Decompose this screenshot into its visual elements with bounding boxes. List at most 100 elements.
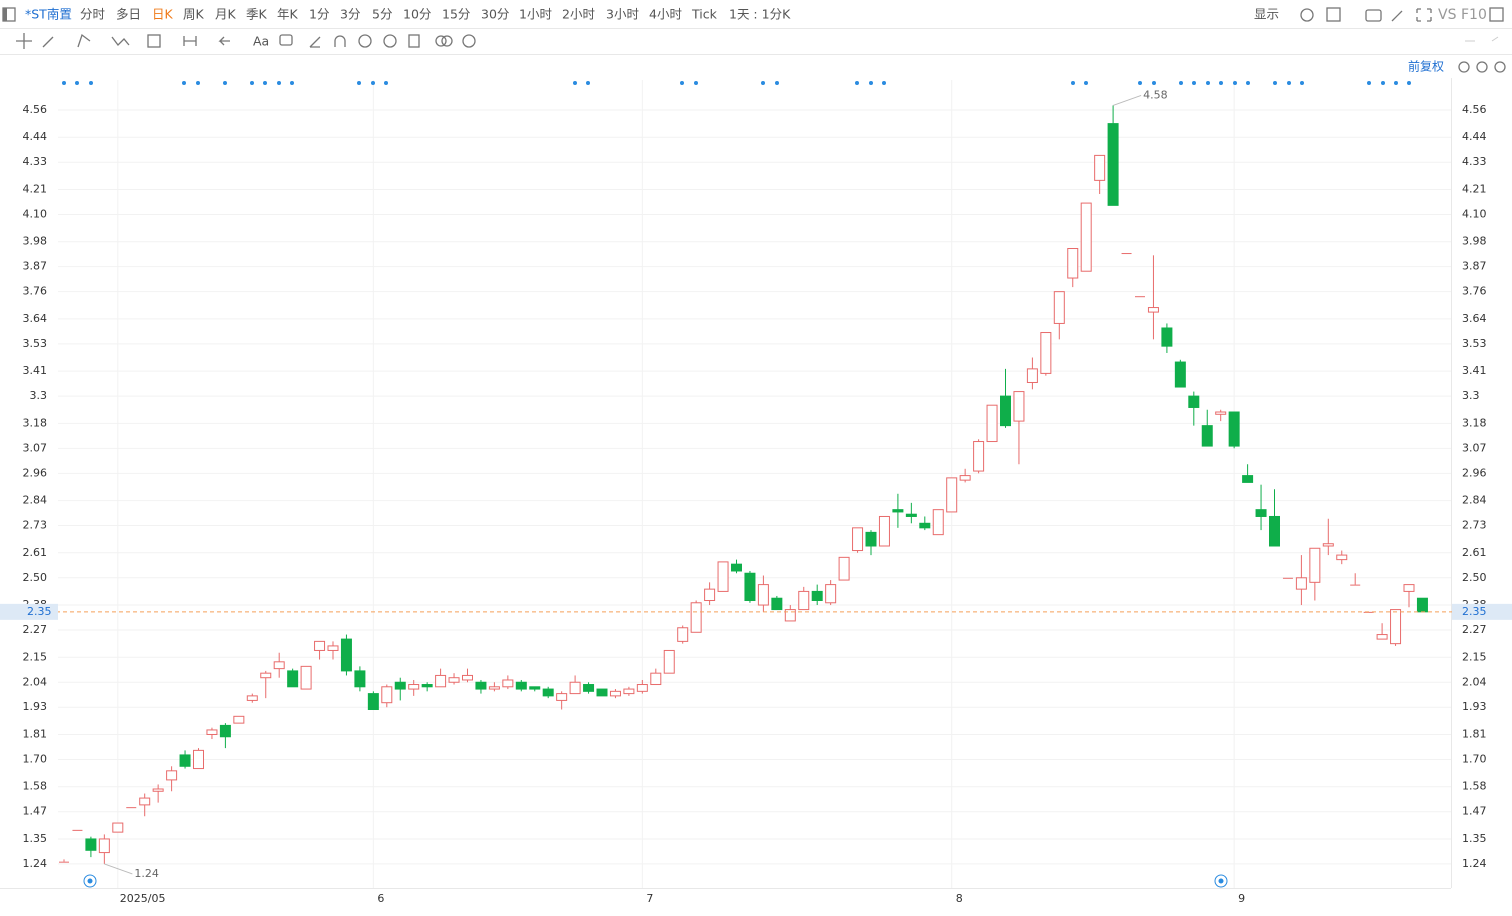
y-tick-label-right: 3.53 xyxy=(1462,337,1487,350)
event-dot xyxy=(1246,81,1250,85)
lock-tool[interactable] xyxy=(383,34,397,48)
wave-tool[interactable] xyxy=(111,36,130,46)
candle-body xyxy=(529,686,541,690)
measure-tool[interactable] xyxy=(147,34,161,48)
y-tick-label: 3.98 xyxy=(23,235,48,248)
zoom-out-icon[interactable] xyxy=(1476,61,1488,73)
zoom-in-icon[interactable] xyxy=(1494,61,1506,73)
settings-icon[interactable] xyxy=(1300,8,1314,22)
display-menu[interactable]: 显示 xyxy=(1254,7,1279,22)
period-tab[interactable]: 30分 xyxy=(481,7,509,22)
f10-button[interactable]: F10 xyxy=(1461,7,1487,23)
event-dot xyxy=(223,81,227,85)
candle-body xyxy=(488,686,500,690)
event-dot xyxy=(250,81,254,85)
candle-body xyxy=(744,572,756,601)
period-tab[interactable]: 2小时 xyxy=(562,7,595,22)
period-tab[interactable]: 1天 : 1分K xyxy=(729,7,791,22)
camera-icon[interactable] xyxy=(1365,9,1382,22)
candle-body xyxy=(273,661,285,670)
panel-icon[interactable] xyxy=(1489,7,1504,22)
candle-body xyxy=(905,513,917,517)
candle-body xyxy=(542,688,554,697)
y-tick-label-right: 3.64 xyxy=(1462,312,1487,325)
arrow-tool[interactable] xyxy=(218,36,230,46)
move-tool[interactable] xyxy=(16,33,32,49)
last-price-label-right: 2.35 xyxy=(1462,605,1487,618)
vs-button[interactable]: VS xyxy=(1438,7,1457,23)
candle-body xyxy=(1269,515,1280,547)
candle-body xyxy=(112,822,124,833)
fullscreen-icon[interactable] xyxy=(1416,8,1432,22)
period-tab[interactable]: 周K xyxy=(183,7,205,22)
magnet-tool[interactable] xyxy=(334,35,346,47)
y-tick-label: 4.21 xyxy=(23,182,48,195)
candle-body xyxy=(1376,634,1388,640)
text-tool[interactable]: Aa xyxy=(253,34,269,49)
y-tick-label-right: 2.15 xyxy=(1462,650,1487,663)
reset-icon[interactable] xyxy=(1458,61,1470,73)
range-tool[interactable] xyxy=(183,36,197,46)
compare-tool[interactable] xyxy=(435,35,447,47)
period-tab[interactable]: 5分 xyxy=(372,7,392,22)
angle-tool[interactable] xyxy=(309,36,321,48)
undo-redo[interactable] xyxy=(1465,36,1499,42)
period-tab[interactable]: 4小时 xyxy=(649,7,682,22)
candle-body xyxy=(811,590,823,601)
symbol: *ST南置 xyxy=(25,7,72,22)
event-dot xyxy=(775,81,779,85)
period-tab[interactable]: 日K xyxy=(152,7,174,22)
event-dot xyxy=(196,81,200,85)
y-tick-label-right: 4.56 xyxy=(1462,103,1487,116)
period-tab[interactable]: 1分 xyxy=(309,7,329,22)
y-tick-label: 2.61 xyxy=(23,546,48,559)
event-dot xyxy=(75,81,79,85)
candle-body xyxy=(475,681,487,690)
candle-body xyxy=(300,665,312,690)
period-tab[interactable]: 10分 xyxy=(403,7,431,22)
line-tool[interactable] xyxy=(42,36,54,48)
event-dot xyxy=(89,81,93,85)
period-tab[interactable]: 15分 xyxy=(442,7,470,22)
period-tab[interactable]: 年K xyxy=(277,7,299,22)
period-tab[interactable]: 季K xyxy=(246,7,268,22)
candle-body xyxy=(677,627,689,642)
layout-icon[interactable] xyxy=(1326,7,1341,22)
period-tab[interactable]: 多日 xyxy=(116,7,141,22)
compare-tool-part xyxy=(441,35,453,47)
earnings-marker-dot xyxy=(87,878,93,884)
candle-body xyxy=(1201,425,1213,447)
y-tick-label: 4.56 xyxy=(23,103,48,116)
candle-body xyxy=(246,695,258,701)
y-tick-label-right: 3.98 xyxy=(1462,235,1487,248)
period-tab[interactable]: Tick xyxy=(691,7,718,22)
delete-tool[interactable] xyxy=(408,34,420,48)
y-tick-label: 1.70 xyxy=(23,752,48,765)
period-tab[interactable]: 分时 xyxy=(80,7,106,22)
candle-body xyxy=(421,684,433,688)
period-tab[interactable]: 1小时 xyxy=(519,7,552,22)
earnings-marker xyxy=(83,874,97,888)
event-dot xyxy=(680,81,684,85)
y-tick-label-right: 1.24 xyxy=(1462,857,1487,870)
event-dot xyxy=(1287,81,1291,85)
period-tab[interactable]: 3分 xyxy=(340,7,360,22)
pen-icon[interactable] xyxy=(1391,10,1403,22)
y-tick-label: 2.15 xyxy=(23,650,48,663)
y-tick-label: 3.53 xyxy=(23,337,48,350)
candle-body xyxy=(838,556,850,581)
max-leader xyxy=(1112,94,1142,106)
period-tab[interactable]: 3小时 xyxy=(606,7,639,22)
settings-tool[interactable] xyxy=(462,34,476,48)
y-tick-label-right: 2.61 xyxy=(1462,546,1487,559)
adjust-button[interactable]: 前复权 xyxy=(1408,59,1444,74)
candle-body xyxy=(1121,253,1132,255)
y-tick-label-right: 3.76 xyxy=(1462,285,1487,298)
candle-body xyxy=(731,563,742,572)
candle-body xyxy=(865,531,877,547)
period-tab[interactable]: 月K xyxy=(215,7,237,22)
note-tool[interactable] xyxy=(279,34,293,46)
hide-tool[interactable] xyxy=(358,34,372,48)
y-tick-label: 3.18 xyxy=(23,416,48,429)
polyline-tool[interactable] xyxy=(77,33,91,48)
